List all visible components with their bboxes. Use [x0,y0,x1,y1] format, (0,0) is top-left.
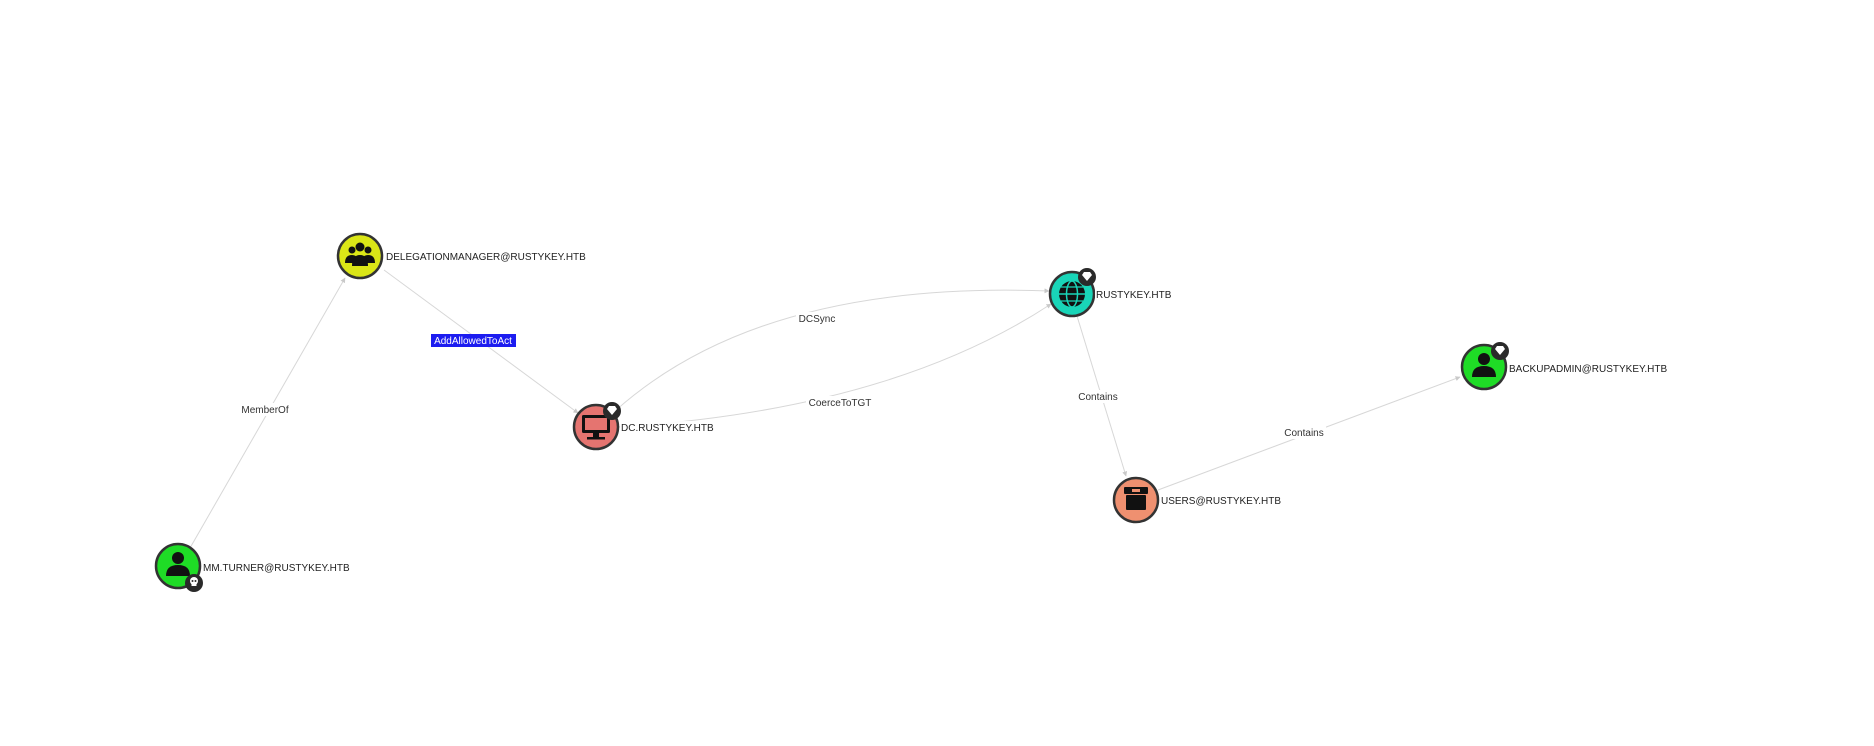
node-delegationmanager[interactable]: DELEGATIONMANAGER@RUSTYKEY.HTB [336,232,586,280]
gem-badge-icon [603,402,621,420]
node-label-backupadmin: BACKUPADMIN@RUSTYKEY.HTB [1509,364,1667,375]
edge-addallowedtoact[interactable]: AddAllowedToAct [383,269,579,414]
node-dc[interactable]: DC.RUSTYKEY.HTB [572,402,714,451]
node-label-users: USERS@RUSTYKEY.HTB [1161,496,1281,507]
node-label-rustykey: RUSTYKEY.HTB [1096,290,1172,301]
node-label-mm-turner: MM.TURNER@RUSTYKEY.HTB [203,563,350,574]
node-backupadmin[interactable]: BACKUPADMIN@RUSTYKEY.HTB [1460,342,1667,391]
computer-icon [582,415,610,440]
gem-badge-icon [1491,342,1509,360]
edge-label-dcsync: DCSync [799,314,836,325]
edge-memberof[interactable]: MemberOf [189,277,346,549]
edge-dcsync[interactable]: DCSync [613,288,1050,413]
edge-contains-users-backupadmin[interactable]: Contains [1157,376,1461,491]
edge-label-contains-domain-users: Contains [1078,392,1117,403]
user-icon [1472,353,1496,377]
edge-label-coercetotgt: CoerceToTGT [809,398,872,409]
node-rustykey[interactable]: RUSTYKEY.HTB [1048,268,1172,318]
node-users[interactable]: USERS@RUSTYKEY.HTB [1112,476,1281,524]
node-mm-turner[interactable]: MM.TURNER@RUSTYKEY.HTB [154,542,350,592]
edge-label-contains-users-backupadmin: Contains [1284,428,1323,439]
edge-coercetotgt[interactable]: CoerceToTGT [617,303,1052,428]
skull-badge-icon [185,574,203,592]
edge-label-memberof: MemberOf [241,405,288,416]
edge-label-addallowedtoact: AddAllowedToAct [434,336,512,347]
edge-contains-domain-users[interactable]: Contains [1076,315,1128,477]
user-icon [166,552,190,576]
globe-icon [1059,280,1085,308]
gem-badge-icon [1078,268,1096,286]
node-label-dc: DC.RUSTYKEY.HTB [621,423,714,434]
group-icon [345,242,375,266]
node-label-delegationmanager: DELEGATIONMANAGER@RUSTYKEY.HTB [386,252,586,263]
container-icon [1124,487,1148,510]
